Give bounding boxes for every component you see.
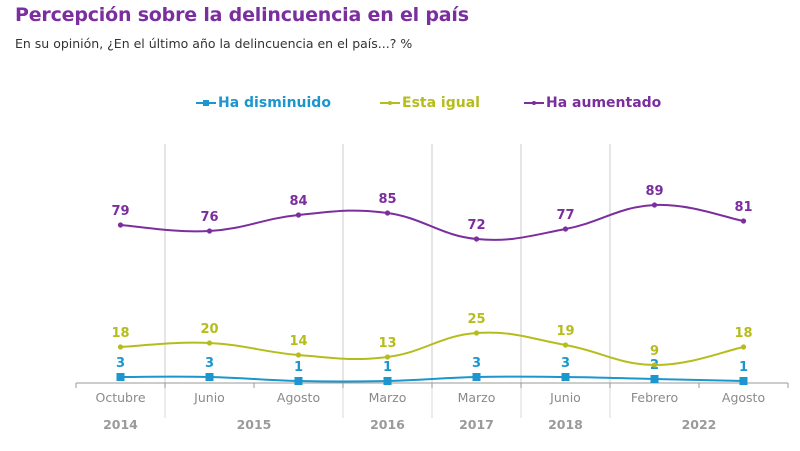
series-ha-aumentado: 79 76 84 85 72 77 89 81 bbox=[111, 184, 753, 242]
data-point bbox=[384, 354, 391, 360]
legend-item-aumentado: Ha aumentado bbox=[524, 95, 661, 111]
series-line bbox=[120, 203, 744, 241]
chart-title: Percepción sobre la delincuencia en el p… bbox=[15, 4, 469, 26]
x-tick-label: Octubre bbox=[95, 390, 145, 405]
data-label: 14 bbox=[289, 334, 307, 349]
data-point-square bbox=[561, 373, 570, 381]
data-label: 25 bbox=[467, 312, 485, 327]
data-label: 3 bbox=[116, 356, 125, 371]
data-point bbox=[562, 342, 569, 348]
data-point bbox=[206, 340, 213, 346]
data-point-square bbox=[383, 377, 392, 385]
data-label: 20 bbox=[200, 322, 218, 337]
legend-label-igual: Esta igual bbox=[402, 95, 480, 111]
data-point bbox=[295, 352, 302, 358]
data-point bbox=[117, 344, 124, 350]
x-tick-label: Marzo bbox=[458, 390, 496, 405]
data-point bbox=[740, 218, 747, 224]
data-label: 77 bbox=[556, 208, 574, 223]
data-point bbox=[295, 212, 302, 218]
data-point bbox=[206, 228, 213, 234]
data-label: 84 bbox=[289, 194, 307, 209]
data-label: 3 bbox=[205, 356, 214, 371]
data-point bbox=[651, 362, 658, 368]
data-point bbox=[473, 330, 480, 336]
series-esta-igual: 18 20 14 13 25 19 9 18 bbox=[111, 312, 753, 368]
data-label: 76 bbox=[200, 210, 218, 225]
data-point bbox=[473, 236, 480, 242]
x-tick-label: Junio bbox=[549, 390, 581, 405]
data-point bbox=[117, 222, 124, 228]
year-group-label: 2016 bbox=[370, 417, 405, 432]
data-point-square bbox=[205, 373, 214, 381]
data-point-square bbox=[472, 373, 481, 381]
data-label: 81 bbox=[734, 200, 752, 215]
data-label: 18 bbox=[734, 326, 752, 341]
data-label: 3 bbox=[561, 356, 570, 371]
data-label: 85 bbox=[378, 192, 396, 207]
data-label: 89 bbox=[645, 184, 663, 199]
legend: Ha disminuido Esta igual Ha aumentado bbox=[0, 95, 800, 115]
data-label: 19 bbox=[556, 324, 574, 339]
x-tick-label: Junio bbox=[193, 390, 225, 405]
legend-dot-marker-icon bbox=[524, 101, 544, 105]
chart-subtitle: En su opinión, ¿En el último año la deli… bbox=[15, 36, 413, 51]
year-group-label: 2022 bbox=[682, 417, 717, 432]
data-point-square bbox=[116, 373, 125, 381]
data-label: 9 bbox=[650, 344, 659, 359]
data-point-square bbox=[739, 377, 748, 385]
data-point bbox=[651, 202, 658, 208]
data-point bbox=[384, 210, 391, 216]
legend-item-disminuido: Ha disminuido bbox=[196, 95, 331, 111]
legend-square-marker-icon bbox=[196, 100, 216, 106]
legend-label-aumentado: Ha aumentado bbox=[546, 95, 662, 111]
data-label: 1 bbox=[739, 360, 748, 375]
data-label: 72 bbox=[467, 218, 485, 233]
series-line bbox=[120, 375, 744, 383]
x-tick-label: Agosto bbox=[722, 390, 765, 405]
year-group-label: 2014 bbox=[103, 417, 138, 432]
x-tick-label: Marzo bbox=[369, 390, 407, 405]
data-label: 3 bbox=[472, 356, 481, 371]
data-point-square bbox=[294, 377, 303, 385]
data-label: 1 bbox=[294, 360, 303, 375]
data-label: 13 bbox=[378, 336, 396, 351]
legend-label-disminuido: Ha disminuido bbox=[218, 95, 331, 111]
legend-item-igual: Esta igual bbox=[380, 95, 480, 111]
x-tick-label: Febrero bbox=[631, 390, 678, 405]
data-point-square bbox=[650, 375, 659, 383]
year-group-label: 2017 bbox=[459, 417, 494, 432]
series-line bbox=[120, 331, 744, 367]
legend-dot-marker-icon bbox=[380, 101, 400, 105]
data-point bbox=[562, 226, 569, 232]
data-point bbox=[740, 344, 747, 350]
series-ha-disminuido: 33113321 bbox=[116, 356, 748, 385]
data-label: 1 bbox=[383, 360, 392, 375]
x-tick-label: Agosto bbox=[277, 390, 320, 405]
data-label: 79 bbox=[111, 204, 129, 219]
year-group-label: 2018 bbox=[548, 417, 583, 432]
data-label: 18 bbox=[111, 326, 129, 341]
year-group-label: 2015 bbox=[237, 417, 272, 432]
